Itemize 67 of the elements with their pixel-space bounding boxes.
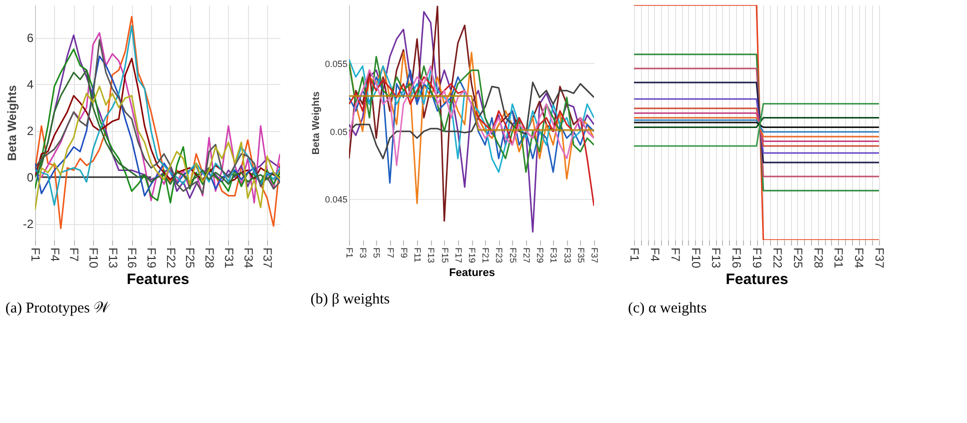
x-tick-label: F28 [202, 248, 217, 269]
x-tick-label: F27 [521, 248, 532, 264]
x-tick-label: F25 [183, 248, 198, 269]
x-tick-label: F19 [144, 248, 159, 269]
text: (a) Prototypes 𝒲 [5, 300, 111, 317]
y-tick-label: 0 [26, 170, 34, 185]
x-tick-label: F13 [709, 248, 724, 269]
x-tick-label: F37 [590, 248, 600, 264]
y-tick-label: 0.045 [324, 194, 348, 205]
y-tick-label: 2 [26, 124, 34, 138]
x-tick-label: F37 [872, 248, 886, 269]
y-axis-title: Beta Weights [4, 84, 19, 161]
text: (b) β weights [310, 292, 390, 308]
x-tick-label: F34 [852, 248, 866, 269]
x-tick-label: F31 [548, 248, 559, 264]
x-tick-label: F4 [48, 248, 62, 262]
x-tick-label: F11 [412, 248, 423, 262]
x-tick-label: F16 [730, 248, 744, 269]
x-tick-label: F17 [453, 248, 464, 264]
x-tick-label: F37 [260, 248, 275, 269]
text: (c) α weights [628, 300, 707, 317]
y-tick-label: 6 [26, 31, 34, 46]
x-tick-label: F22 [770, 248, 784, 269]
y-tick-label: 4 [26, 78, 34, 92]
x-tick-label: F5 [372, 248, 382, 258]
x-tick-label: F1 [628, 248, 642, 262]
x-tick-label: F13 [426, 248, 436, 264]
line-series [349, 76, 594, 207]
x-tick-label: F23 [494, 248, 504, 264]
x-axis-title: Features [726, 271, 788, 288]
x-tick-label: F16 [125, 248, 140, 269]
x-tick-label: F31 [222, 248, 236, 269]
x-tick-label: F25 [508, 248, 518, 264]
y-tick-label: 0.05 [330, 126, 348, 137]
y-tick-label: -2 [22, 217, 34, 232]
x-tick-label: F31 [832, 248, 846, 269]
x-tick-label: F35 [576, 248, 586, 264]
x-tick-label: F10 [86, 248, 101, 269]
x-tick-label: F9 [398, 248, 409, 258]
x-tick-label: F13 [106, 248, 120, 269]
x-tick-label: F7 [67, 248, 82, 262]
x-tick-label: F21 [480, 248, 491, 264]
y-axis-title: Beta Weights [310, 90, 322, 155]
line-series [349, 69, 594, 184]
x-tick-label: F25 [790, 248, 805, 269]
x-tick-label: F3 [358, 248, 368, 258]
x-tick-label: F33 [562, 248, 572, 264]
x-tick-label: F29 [535, 248, 546, 264]
x-tick-label: F7 [385, 248, 396, 258]
x-tick-label: F22 [164, 248, 178, 269]
y-tick-label: 0.055 [324, 58, 348, 69]
x-tick-label: F10 [688, 248, 703, 269]
x-axis-title: Features [449, 267, 495, 280]
x-tick-label: F7 [668, 248, 682, 262]
x-tick-label: F34 [241, 248, 256, 269]
line-series [349, 82, 594, 160]
x-tick-label: F19 [750, 248, 764, 269]
x-tick-label: F28 [811, 248, 826, 269]
line-series [35, 86, 280, 210]
x-tick-label: F1 [28, 248, 42, 262]
x-tick-label: F4 [648, 248, 662, 262]
x-tick-label: F19 [467, 248, 477, 264]
x-tick-label: F15 [440, 248, 450, 264]
line-series [35, 16, 280, 230]
line-series [349, 52, 594, 204]
x-tick-label: F1 [344, 248, 354, 258]
x-axis-title: Features [126, 271, 190, 288]
